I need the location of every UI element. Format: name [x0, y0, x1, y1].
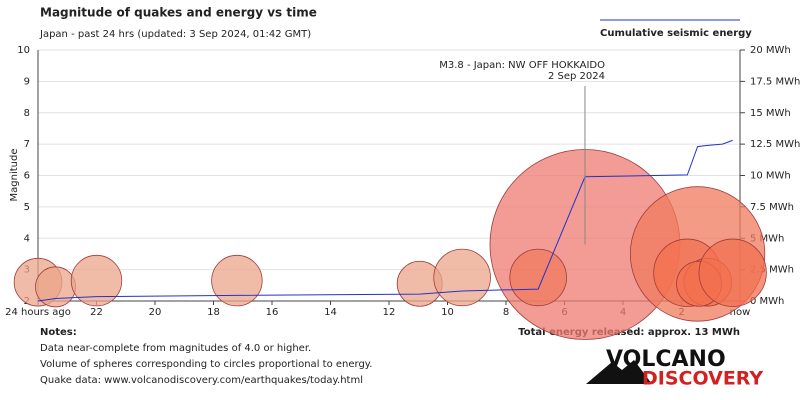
notes-title: Notes: [40, 327, 77, 338]
y2-tick-label: 15 MWh [750, 108, 791, 119]
x-tick-label: 24 hours ago [5, 307, 71, 318]
y2-tick-label: 10 MWh [750, 171, 791, 182]
energy-line [37, 139, 733, 302]
logo-text: VOLCANO [606, 347, 726, 372]
notes-line: Data near-complete from magnitudes of 4.… [40, 343, 311, 354]
y-tick-label: 4 [24, 233, 30, 244]
x-tick-label: 12 [383, 307, 396, 318]
quake-bubble [509, 248, 567, 307]
y-tick-label: 6 [24, 171, 30, 182]
y-tick-label: 5 [24, 202, 30, 213]
total-energy: Total energy released: approx. 13 MWh [518, 327, 740, 338]
y2-tick-label: 20 MWh [750, 45, 791, 56]
chart-title: Magnitude of quakes and energy vs time [40, 6, 317, 20]
y2-tick-label: 0 MWh [750, 296, 784, 307]
quake-bubble [698, 238, 767, 307]
annotation-text: M3.8 - Japan: NW OFF HOKKAIDO [439, 60, 605, 71]
y2-tick-label: 5 MWh [750, 233, 784, 244]
y2-tick-label: 7.5 MWh [750, 202, 794, 213]
y-tick-label: 10 [17, 45, 30, 56]
logo-text: DISCOVERY [642, 368, 763, 390]
x-tick-label: 10 [441, 307, 454, 318]
y-tick-label: 8 [24, 108, 30, 119]
x-tick-label: now [730, 307, 751, 318]
y2-tick-label: 12.5 MWh [750, 139, 800, 150]
notes-line: Volume of spheres corresponding to circl… [40, 359, 372, 370]
x-tick-label: 16 [266, 307, 279, 318]
notes-line: Quake data: www.volcanodiscovery.com/ear… [40, 375, 363, 386]
x-tick-label: 22 [90, 307, 103, 318]
quake-bubble [70, 254, 123, 307]
y2-tick-label: 2.5 MWh [750, 265, 794, 276]
quake-bubble [211, 254, 263, 307]
x-tick-label: 14 [324, 307, 337, 318]
y-tick-label: 9 [24, 76, 30, 87]
y-tick-label: 7 [24, 139, 30, 150]
x-tick-label: 8 [503, 307, 509, 318]
logo-mountain [586, 360, 652, 384]
chart-subtitle: Japan - past 24 hrs (updated: 3 Sep 2024… [39, 29, 311, 40]
y-axis-label: Magnitude [9, 149, 20, 202]
x-tick-label: 18 [207, 307, 220, 318]
quake-bubble [433, 248, 491, 307]
y2-tick-label: 17.5 MWh [750, 76, 800, 87]
x-tick-label: 20 [149, 307, 162, 318]
annotation-subtext: 2 Sep 2024 [548, 71, 605, 82]
legend-label: Cumulative seismic energy [600, 28, 752, 39]
